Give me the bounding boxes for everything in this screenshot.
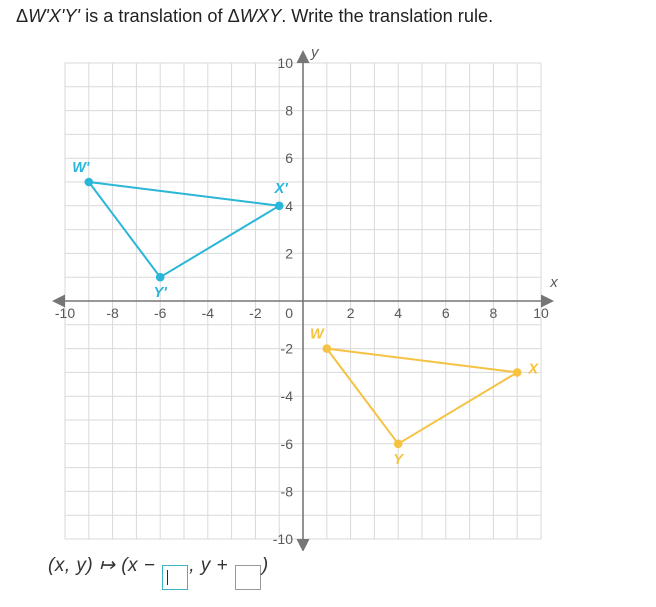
svg-text:-6: -6 <box>154 305 167 321</box>
svg-text:-4: -4 <box>202 305 215 321</box>
svg-text:2: 2 <box>347 305 355 321</box>
svg-text:-10: -10 <box>273 531 293 547</box>
svg-text:-2: -2 <box>281 341 294 357</box>
svg-text:y: y <box>310 44 320 61</box>
svg-text:Y': Y' <box>154 285 168 301</box>
svg-text:6: 6 <box>442 305 450 321</box>
svg-text:Y: Y <box>393 452 404 468</box>
svg-text:-2: -2 <box>249 305 262 321</box>
svg-text:W': W' <box>72 160 90 176</box>
svg-text:10: 10 <box>533 305 549 321</box>
svg-text:x: x <box>549 274 558 291</box>
svg-text:-8: -8 <box>281 483 294 499</box>
svg-text:-4: -4 <box>281 388 294 404</box>
svg-text:-10: -10 <box>55 305 75 321</box>
svg-text:0: 0 <box>285 305 293 321</box>
svg-text:6: 6 <box>285 150 293 166</box>
svg-text:8: 8 <box>490 305 498 321</box>
svg-text:4: 4 <box>394 305 402 321</box>
svg-text:W: W <box>310 327 325 343</box>
svg-text:-6: -6 <box>281 436 294 452</box>
svg-text:-8: -8 <box>106 305 119 321</box>
svg-text:X': X' <box>274 181 289 197</box>
svg-text:X: X <box>527 361 539 377</box>
svg-text:8: 8 <box>285 103 293 119</box>
svg-text:4: 4 <box>285 198 293 214</box>
svg-text:2: 2 <box>285 245 293 261</box>
svg-text:10: 10 <box>277 55 293 71</box>
